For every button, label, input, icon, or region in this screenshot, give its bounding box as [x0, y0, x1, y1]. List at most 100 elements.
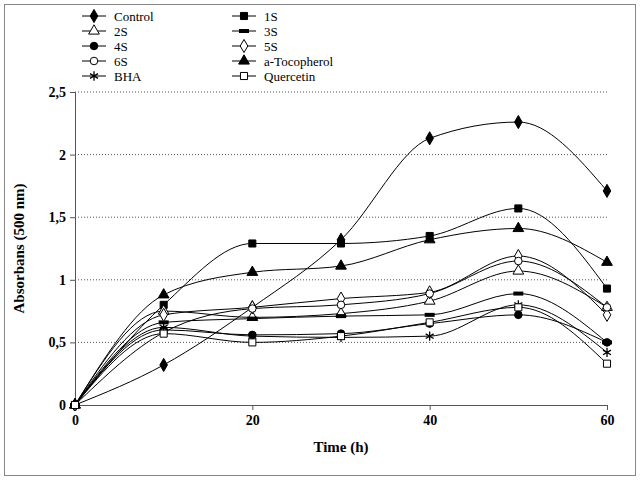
legend-label: 2S [114, 24, 128, 39]
legend-label: Quercetin [264, 69, 316, 84]
legend-entry: 1S [232, 9, 278, 24]
series [71, 300, 611, 409]
point [249, 240, 256, 247]
point [249, 301, 257, 314]
tick-mark [70, 92, 75, 93]
series-line [75, 208, 607, 405]
tick-label: 60 [601, 413, 615, 428]
legend-label: 5S [264, 39, 278, 54]
tick-mark [70, 217, 75, 218]
series [70, 222, 613, 408]
point [247, 266, 258, 275]
x-axis-title: Time (h) [313, 439, 368, 456]
tick: 40 [423, 405, 437, 428]
tick-label: 2,5 [49, 85, 67, 100]
axis-line [70, 93, 76, 406]
point [515, 257, 523, 265]
tick-mark [70, 280, 75, 281]
y-axis: 00,511,522,5 [49, 85, 76, 413]
legend-label: 3S [264, 24, 278, 39]
tick-label: 0 [59, 398, 66, 413]
legend-marker [90, 57, 98, 65]
legend-marker [240, 12, 247, 19]
legend-entry: Quercetin [232, 69, 316, 84]
legend-marker [239, 29, 249, 33]
point [602, 256, 613, 265]
legend-entry: 6S [82, 54, 128, 69]
tick-label: 1 [59, 273, 66, 288]
legend-marker [90, 42, 98, 50]
tick: 0,5 [49, 335, 76, 350]
legend-entry: 3S [232, 24, 278, 39]
point [513, 265, 524, 274]
chart-frame [5, 5, 636, 476]
axis-line [76, 406, 608, 411]
series-line [75, 122, 607, 405]
grid-line [75, 217, 607, 218]
point [426, 319, 433, 326]
point [515, 311, 523, 319]
point [160, 308, 168, 321]
tick-mark [70, 342, 75, 343]
point [603, 285, 610, 292]
legend: Control 1S 2S 3S 4S 5S 6S a-Tocopherol BHA Querce… [82, 9, 334, 84]
point [336, 260, 347, 269]
point [337, 233, 345, 246]
point [426, 132, 434, 145]
point [249, 301, 257, 314]
tick-label: 40 [423, 413, 437, 428]
legend-label: 4S [114, 39, 128, 54]
point [515, 205, 522, 212]
series-line [75, 261, 607, 405]
tick-label: 0,5 [49, 335, 67, 350]
legend-entry: a-Tocopherol [232, 54, 334, 69]
point [71, 401, 79, 409]
point [336, 314, 346, 318]
point [160, 358, 168, 371]
point [424, 234, 435, 243]
point [426, 286, 434, 299]
point [249, 305, 257, 313]
legend-marker [239, 55, 250, 64]
chart: 00,511,522,50204060Time (h)Absorbans (50… [0, 0, 640, 480]
point [337, 333, 344, 340]
point [603, 360, 610, 367]
series [71, 311, 611, 409]
legend-entry: 5S [232, 39, 278, 54]
legend-entry: Control [82, 9, 154, 24]
point [337, 301, 345, 309]
grid-line [75, 342, 607, 343]
legend-label: 6S [114, 54, 128, 69]
series-line [75, 305, 607, 405]
x-axis: 0204060 [72, 405, 615, 428]
legend-marker [240, 39, 248, 52]
plot: 00,511,522,50204060 [49, 85, 615, 428]
point [71, 401, 79, 409]
legend-entry: BHA [82, 69, 142, 84]
point [515, 304, 522, 311]
tick: 2,5 [49, 85, 76, 100]
tick-mark [252, 405, 253, 410]
legend-entry: 2S [82, 24, 128, 39]
point [71, 401, 78, 408]
point [247, 317, 257, 321]
point [160, 330, 167, 337]
series-line [75, 256, 607, 405]
legend-marker [90, 9, 98, 22]
grid-line [75, 92, 607, 93]
series [70, 292, 612, 407]
series-line [75, 228, 607, 405]
y-axis-title: Absorbans (500 nm) [11, 183, 28, 313]
point [603, 184, 611, 197]
tick: 1,5 [49, 210, 76, 225]
series [70, 265, 613, 408]
point [513, 222, 524, 231]
grid-line [75, 279, 607, 280]
tick-mark [430, 405, 431, 410]
point [249, 339, 256, 346]
tick: 1 [59, 273, 75, 288]
legend-label: Control [114, 9, 154, 24]
series-line [75, 294, 607, 405]
tick-mark [70, 155, 75, 156]
tick: 60 [601, 405, 615, 428]
